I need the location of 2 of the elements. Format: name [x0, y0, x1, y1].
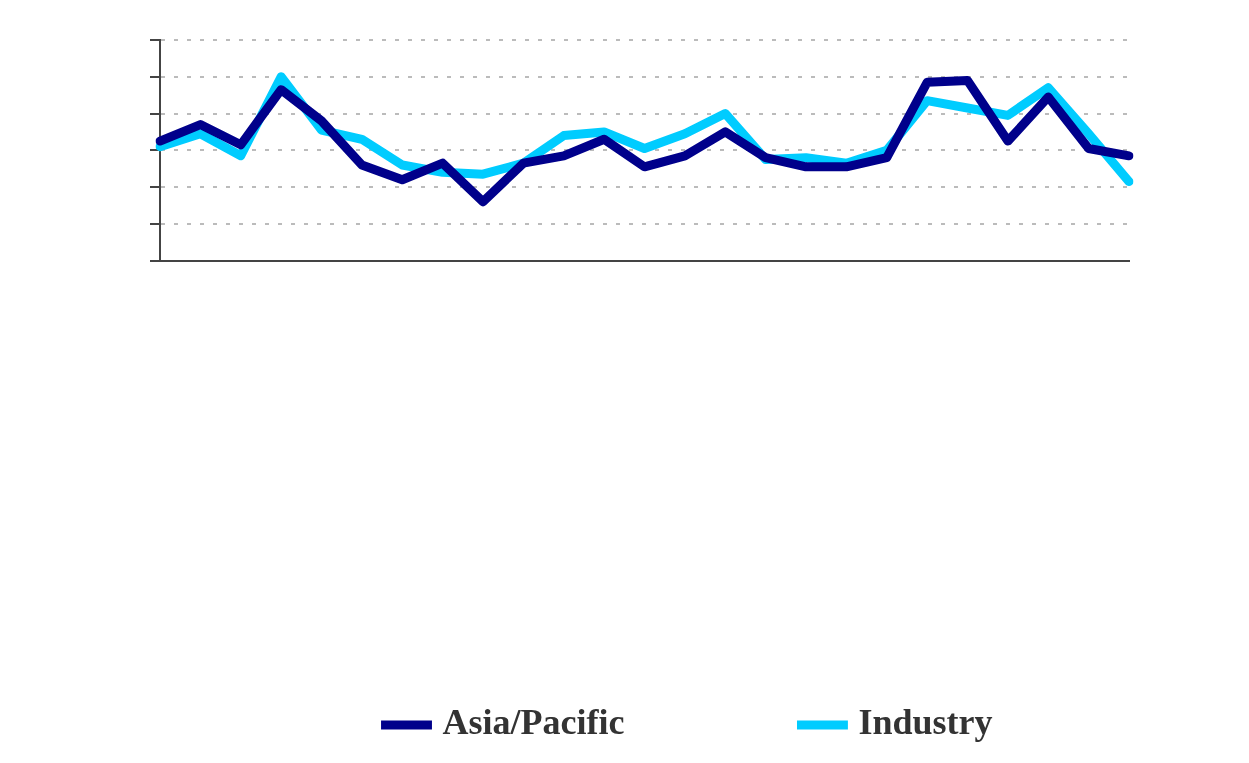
legend-label: Asia/Pacific [442, 702, 625, 743]
legend-label: Industry [858, 702, 993, 743]
